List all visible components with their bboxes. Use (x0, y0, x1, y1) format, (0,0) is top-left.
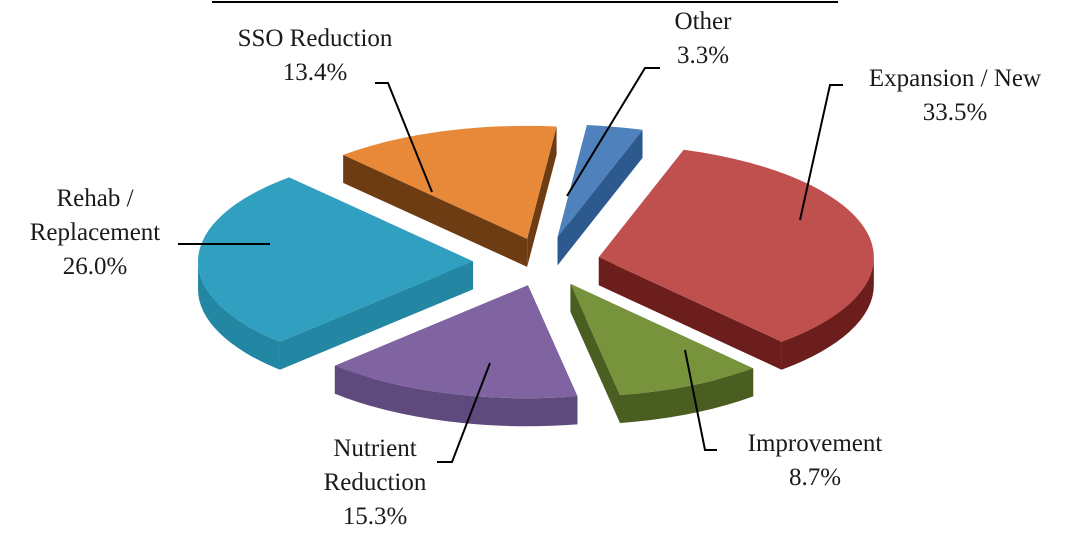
slice-value-label: 15.3% (343, 503, 408, 530)
leader-lines (178, 67, 843, 463)
slice-name-label: Other (675, 8, 733, 35)
leader-line (799, 84, 843, 221)
slice-outer-wall (334, 365, 578, 427)
slice-label: Rehab / Replacement 26.0% (30, 185, 161, 280)
slice-labels: Expansion / New 33.5% Improvement 8.7% Nutri… (30, 8, 1041, 530)
slice-name-label: Nutrient (333, 435, 416, 462)
slice-side-wall (279, 261, 474, 370)
slice-label: Other 3.3% (675, 8, 733, 69)
slice-label: Improvement 8.7% (748, 430, 883, 491)
slice-value-label: 26.0% (63, 253, 128, 280)
pie-slices (198, 125, 874, 427)
slice-label: Expansion / New 33.5% (869, 65, 1041, 126)
slice-top (334, 285, 578, 399)
slice-value-label: 3.3% (677, 42, 729, 69)
slice-label: SSO Reduction 13.4% (238, 25, 393, 86)
slice-value-label: 8.7% (789, 464, 841, 491)
slice-improvement (570, 283, 754, 424)
slice-name-label: SSO Reduction (238, 25, 393, 52)
leader-line (375, 82, 433, 193)
slice-outer-wall (619, 368, 754, 424)
slice-sso-reduction (343, 125, 557, 267)
slice-name-label: Improvement (748, 430, 883, 457)
slice-label: Nutrient Reduction 15.3% (324, 435, 427, 530)
slice-side-wall (570, 283, 620, 424)
slice-top (343, 125, 557, 239)
slice-side-wall (598, 257, 782, 370)
slice-nutrient-reduction (334, 285, 578, 427)
slice-top (198, 177, 474, 342)
slice-other (557, 125, 643, 266)
slice-name-label: Rehab / (56, 185, 133, 212)
slice-side-wall (343, 154, 528, 267)
slice-top (557, 125, 643, 238)
slice-name-label: Replacement (30, 219, 161, 246)
slice-side-wall (557, 129, 643, 266)
slice-top (570, 283, 754, 396)
slice-top (598, 149, 874, 342)
leader-line (566, 67, 660, 197)
slice-value-label: 13.4% (283, 59, 348, 86)
slice-rehab-replacement (198, 177, 474, 370)
slice-name-label: Expansion / New (869, 65, 1041, 92)
slice-outer-wall (198, 261, 280, 370)
slice-name-label: Reduction (324, 469, 427, 496)
slice-outer-wall (781, 257, 874, 370)
leader-line (437, 362, 491, 463)
leader-line (684, 349, 717, 451)
slice-side-wall (527, 126, 557, 267)
slice-value-label: 33.5% (923, 99, 988, 126)
